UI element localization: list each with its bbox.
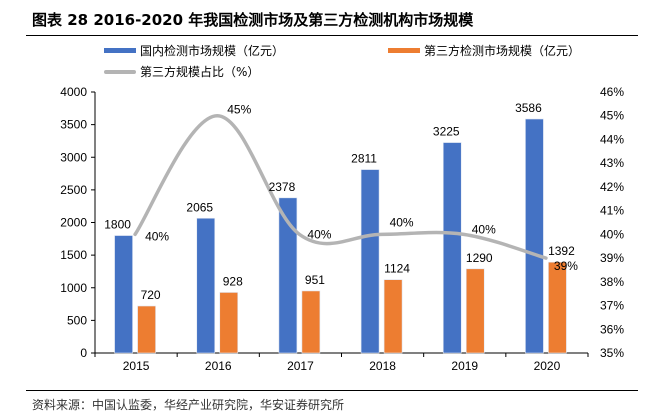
data-label-third-party: 1124 bbox=[384, 262, 410, 276]
legend-swatch-third-party bbox=[388, 48, 420, 53]
data-label-third-party: 1392 bbox=[548, 244, 575, 258]
x-tick-label: 2019 bbox=[451, 359, 478, 373]
legend-item-domestic: 国内检测市场规模（亿元） bbox=[104, 42, 284, 59]
bar-third-party bbox=[465, 268, 485, 354]
bar-third-party bbox=[301, 290, 321, 354]
data-label-share: 40% bbox=[472, 222, 496, 236]
data-label-share: 40% bbox=[145, 229, 169, 243]
data-label-domestic: 2811 bbox=[351, 152, 377, 166]
bar-third-party bbox=[137, 305, 156, 354]
y-left-tick-label: 500 bbox=[67, 313, 87, 327]
data-label-share: 45% bbox=[227, 103, 251, 117]
y-left-tick-label: 1500 bbox=[60, 248, 87, 262]
y-left-tick-label: 2500 bbox=[60, 183, 87, 197]
data-label-domestic: 2065 bbox=[186, 200, 213, 214]
source-note: 资料来源：中国认监委，华经产业研究院，华安证券研究所 bbox=[32, 398, 345, 412]
bar-domestic bbox=[442, 142, 462, 354]
bar-domestic bbox=[525, 118, 544, 354]
y-left-tick-label: 1000 bbox=[60, 281, 87, 295]
y-right-tick-label: 44% bbox=[600, 132, 624, 146]
bar-domestic bbox=[114, 235, 133, 354]
x-tick-label: 2015 bbox=[123, 359, 150, 373]
data-label-domestic: 1800 bbox=[104, 218, 131, 232]
legend-label-share: 第三方规模占比（%） bbox=[140, 65, 260, 79]
footer-divider bbox=[26, 390, 638, 391]
y-right-tick-label: 40% bbox=[600, 227, 624, 241]
x-tick-label: 2016 bbox=[205, 359, 232, 373]
bar-domestic bbox=[360, 169, 380, 354]
y-right-tick-label: 38% bbox=[600, 275, 624, 289]
data-label-third-party: 928 bbox=[223, 274, 243, 288]
y-right-tick-label: 43% bbox=[600, 156, 624, 170]
y-right-tick-label: 37% bbox=[600, 299, 624, 313]
y-right-tick-label: 41% bbox=[600, 204, 624, 218]
y-left-tick-label: 3000 bbox=[60, 150, 87, 164]
legend-swatch-share bbox=[104, 69, 136, 74]
x-tick-label: 2017 bbox=[287, 359, 314, 373]
y-right-tick-label: 36% bbox=[600, 322, 624, 336]
y-left-tick-label: 4000 bbox=[60, 85, 87, 99]
data-label-third-party: 720 bbox=[141, 288, 161, 302]
y-left-tick-label: 0 bbox=[80, 346, 87, 360]
data-label-share: 40% bbox=[307, 227, 331, 241]
y-right-tick-label: 35% bbox=[600, 346, 624, 360]
data-label-third-party: 1290 bbox=[466, 251, 493, 265]
legend-label-third-party: 第三方检测市场规模（亿元） bbox=[424, 44, 581, 58]
y-right-tick-label: 39% bbox=[600, 251, 624, 265]
data-label-share: 39% bbox=[554, 259, 578, 273]
data-label-domestic: 3225 bbox=[433, 125, 460, 139]
legend-swatch-domestic bbox=[104, 48, 136, 53]
data-label-domestic: 2378 bbox=[269, 180, 296, 194]
x-tick-label: 2018 bbox=[369, 359, 396, 373]
bar-third-party bbox=[383, 279, 403, 354]
data-label-third-party: 951 bbox=[305, 273, 325, 287]
y-left-tick-label: 3500 bbox=[60, 118, 87, 132]
y-right-tick-label: 46% bbox=[600, 85, 624, 99]
data-label-share: 40% bbox=[390, 215, 414, 229]
legend-item-third-party: 第三方检测市场规模（亿元） bbox=[388, 42, 580, 59]
legend-label-domestic: 国内检测市场规模（亿元） bbox=[140, 44, 285, 58]
y-right-tick-label: 45% bbox=[600, 109, 624, 123]
title-divider bbox=[26, 35, 638, 36]
chart-title: 图表 28 2016-2020 年我国检测市场及第三方检测机构市场规模 bbox=[32, 11, 474, 29]
data-label-domestic: 3586 bbox=[515, 101, 542, 115]
bar-domestic bbox=[278, 197, 298, 354]
x-tick-label: 2020 bbox=[534, 359, 561, 373]
bar-third-party bbox=[219, 292, 239, 354]
legend-item-share: 第三方规模占比（%） bbox=[104, 63, 259, 80]
y-left-tick-label: 2000 bbox=[60, 216, 87, 230]
y-right-tick-label: 42% bbox=[600, 180, 624, 194]
bar-third-party bbox=[548, 261, 567, 354]
bar-domestic bbox=[196, 217, 216, 354]
line-share bbox=[133, 113, 548, 260]
